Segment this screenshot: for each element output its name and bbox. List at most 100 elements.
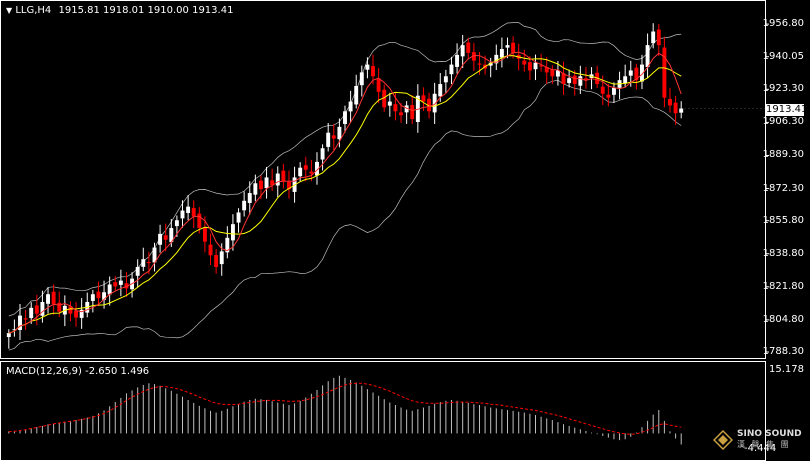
candle — [12, 319, 17, 337]
candle-body — [281, 170, 286, 182]
candle-body — [679, 108, 684, 113]
candle-body — [141, 259, 146, 267]
candle-body — [6, 333, 11, 338]
candle-body — [421, 95, 426, 102]
candle — [320, 144, 325, 171]
candle — [180, 200, 185, 228]
price-tick-label: 1923.30 — [762, 83, 804, 95]
candle — [202, 216, 207, 253]
candle — [331, 123, 336, 150]
candle-body — [578, 76, 583, 86]
candle-body — [455, 54, 460, 67]
candle — [460, 34, 465, 69]
candle-body — [118, 280, 123, 285]
candle — [583, 67, 588, 89]
candle-body — [315, 161, 319, 176]
candle — [309, 159, 314, 182]
macd-signal — [8, 382, 682, 435]
candle-body — [668, 98, 672, 106]
brand-name: SINO SOUND — [737, 429, 802, 439]
candle-body — [102, 292, 107, 300]
candle — [505, 37, 510, 59]
candle — [225, 226, 230, 259]
candle — [29, 302, 34, 324]
candle — [393, 92, 398, 121]
symbol-label: LLG,H4 — [15, 5, 52, 16]
candle-body — [640, 64, 644, 82]
candle-body — [466, 42, 471, 53]
candle-body — [634, 67, 639, 81]
candle-body — [606, 94, 611, 98]
candle — [135, 259, 140, 288]
candle — [656, 23, 661, 56]
price-tick-label: 1804.80 — [762, 313, 804, 325]
candle — [606, 84, 611, 107]
candle-body — [236, 212, 241, 223]
candle-body — [180, 210, 185, 219]
candle-body — [174, 220, 179, 227]
candle-body — [410, 105, 415, 120]
candle-body — [427, 98, 432, 112]
candle-body — [567, 78, 572, 84]
candle — [522, 49, 527, 72]
candle — [113, 276, 118, 291]
candle — [163, 223, 168, 252]
candle — [567, 69, 572, 88]
candle-body — [365, 64, 370, 70]
candle — [449, 56, 454, 85]
candle — [578, 65, 583, 94]
candle-body — [348, 101, 353, 112]
moving-averages — [8, 51, 682, 334]
candle-body — [107, 284, 112, 295]
candle — [679, 101, 684, 119]
candle-body — [275, 173, 280, 186]
candle — [651, 23, 656, 49]
candle-body — [287, 181, 291, 190]
triangle-down-icon[interactable]: ▼ — [6, 6, 13, 15]
candle — [555, 60, 560, 86]
candle-body — [656, 29, 661, 46]
macd-axis-top: 15.178 — [769, 364, 804, 375]
candle — [611, 82, 616, 103]
candle — [124, 272, 129, 297]
candle — [499, 37, 504, 68]
candle-body — [522, 60, 527, 65]
candle — [572, 70, 577, 96]
candle-body — [169, 228, 174, 243]
candle — [623, 64, 628, 88]
candle — [645, 33, 650, 79]
price-tick-label: 1872.30 — [762, 182, 804, 194]
candle-body — [258, 180, 263, 190]
candle — [455, 43, 460, 74]
candle-body — [309, 171, 314, 174]
candle — [68, 301, 73, 322]
candle-body — [611, 87, 616, 95]
candle-body — [270, 180, 275, 186]
candle-body — [230, 224, 235, 241]
ohlc-values: 1915.81 1918.01 1910.00 1913.41 — [58, 5, 234, 16]
candle — [236, 208, 241, 233]
candle-body — [583, 78, 588, 81]
candle-body — [382, 89, 387, 108]
candle-body — [225, 237, 230, 253]
candle-body — [326, 132, 331, 147]
candle-body — [40, 301, 45, 316]
candle-body — [494, 54, 499, 64]
candle — [253, 174, 258, 202]
candle — [51, 284, 56, 315]
candle — [74, 301, 79, 327]
candle-body — [387, 101, 392, 106]
candle-body — [214, 255, 219, 267]
candle-body — [449, 64, 454, 75]
candle-body — [359, 72, 364, 86]
candle — [471, 43, 476, 71]
candle — [158, 224, 163, 253]
price-tick-label: 1940.05 — [762, 50, 804, 62]
candle — [281, 163, 286, 189]
brand-subtitle: 漢 聲 集 團 — [737, 440, 791, 449]
candle — [544, 57, 549, 84]
candle — [662, 36, 667, 108]
candle-body — [152, 247, 157, 263]
